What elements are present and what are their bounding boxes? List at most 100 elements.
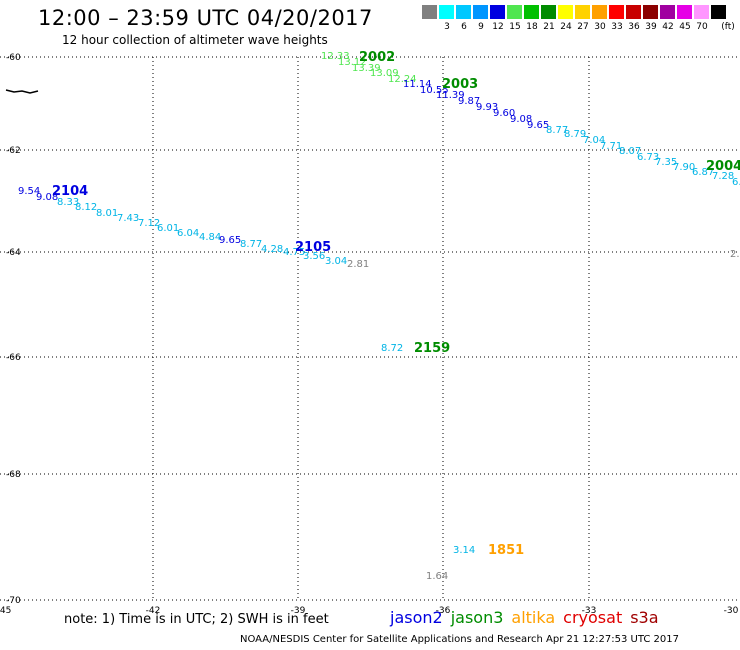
land-outline <box>5 89 39 94</box>
wave-height-value: 2.81 <box>347 259 369 270</box>
wave-height-value: 2. <box>730 249 740 260</box>
wave-height-value: 6.73 <box>637 152 659 163</box>
wave-height-value: 4.84 <box>199 232 221 243</box>
scale-label: 18 <box>526 22 538 32</box>
lat-lon-grid <box>0 56 737 601</box>
wave-height-value: 13.12 <box>338 57 367 68</box>
lat-tick-label: -64 <box>6 248 21 258</box>
wave-height-value: 8.72 <box>381 343 403 354</box>
pass-id-label: 2004 <box>706 159 740 174</box>
scale-swatch <box>473 5 488 19</box>
axis-tick-labels: -45 -42 -39 -36 -33 -30 -60 -62 -64 -66 -68 -70 <box>0 53 739 616</box>
wave-height-value: 9.93 <box>476 102 498 113</box>
lat-tick-label: -68 <box>6 470 21 480</box>
wave-height-value: 9.54 <box>18 186 40 197</box>
scale-swatch <box>558 5 573 19</box>
legend-s3a: s3a <box>630 608 659 627</box>
pass-id-label: 1851 <box>488 543 524 558</box>
scale-swatch <box>490 5 505 19</box>
satellite-tracks: 12.3313.1213.3913.0912.24200211.1410.551… <box>18 50 740 582</box>
wave-height-value: 7.90 <box>673 162 695 173</box>
scale-label: 15 <box>509 22 521 32</box>
scale-swatch <box>524 5 539 19</box>
wave-height-value: 7.12 <box>138 218 160 229</box>
wave-height-value: 7.28 <box>712 171 734 182</box>
footer-note: note: 1) Time is in UTC; 2) SWH is in fe… <box>64 612 329 627</box>
wave-height-value: 9.65 <box>527 120 549 131</box>
track-2159: 8.72 2159 <box>381 341 450 356</box>
scale-swatch <box>575 5 590 19</box>
scale-swatch <box>677 5 692 19</box>
lon-tick-label: -33 <box>582 606 597 616</box>
scale-label: 12 <box>492 22 504 32</box>
legend-jason3: jason3 <box>450 608 504 627</box>
wave-height-value: 3.04 <box>325 256 347 267</box>
scale-swatch <box>660 5 675 19</box>
scale-swatch <box>507 5 522 19</box>
wave-height-value: 8.77 <box>546 125 568 136</box>
lat-tick-label: -70 <box>6 596 21 606</box>
wave-height-value: 8.12 <box>75 202 97 213</box>
legend-cryosat: cryosat <box>563 608 623 627</box>
credit-line: NOAA/NESDIS Center for Satellite Applica… <box>240 634 679 645</box>
scale-swatch <box>643 5 658 19</box>
pass-id-label: 2003 <box>442 77 478 92</box>
satellite-legend: jason2 jason3 altika cryosat s3a <box>390 608 667 627</box>
scale-label: 39 <box>645 22 657 32</box>
scale-label: 9 <box>478 22 484 32</box>
wave-height-value: 12.24 <box>388 74 417 85</box>
wave-height-value: 4.28 <box>261 244 283 255</box>
map-title: 12:00 – 23:59 UTC 04/20/2017 <box>38 6 373 30</box>
wave-height-value: 6.87 <box>692 167 714 178</box>
lat-tick-label: -60 <box>6 53 21 63</box>
wave-height-value: 8.01 <box>96 208 118 219</box>
wave-height-value: 9.60 <box>493 108 515 119</box>
scale-label: 42 <box>662 22 674 32</box>
scale-swatch <box>626 5 641 19</box>
scale-swatch <box>609 5 624 19</box>
track-2004: 8.778.797.047.718.076.737.357.906.877.28… <box>546 125 740 188</box>
wave-height-value: 7.35 <box>655 157 677 168</box>
lon-tick-label: -30 <box>724 606 739 616</box>
legend-jason2: jason2 <box>390 608 443 627</box>
lon-tick-label: -39 <box>291 606 306 616</box>
pass-id-label: 2002 <box>359 50 395 65</box>
scale-swatch <box>711 5 726 19</box>
wave-height-value: 9.65 <box>219 235 241 246</box>
scale-swatch <box>456 5 471 19</box>
track-1851: 3.14 1.64 1851 <box>426 543 524 582</box>
wave-height-value: 3.14 <box>453 545 475 556</box>
scale-swatch <box>439 5 454 19</box>
scale-label: 36 <box>628 22 640 32</box>
scale-label: 45 <box>679 22 691 32</box>
track-2104: 9.549.088.338.128.017.437.126.016.04 4.84… <box>18 184 221 243</box>
wave-height-value: 7.04 <box>583 135 605 146</box>
wave-height-value: 9.87 <box>458 96 480 107</box>
legend-altika: altika <box>511 608 556 627</box>
wave-height-value: 3.56 <box>303 251 325 262</box>
wave-height-value: 8.79 <box>564 129 586 140</box>
map-subtitle: 12 hour collection of altimeter wave hei… <box>62 33 328 47</box>
wave-height-value: 6.04 <box>177 228 199 239</box>
track-2105: 9.658.774.28 4.753.56 3.04 2.81 2105 <box>219 235 369 270</box>
scale-label: 6 <box>461 22 467 32</box>
lat-tick-label: -66 <box>6 353 21 363</box>
wave-height-value: 6.01 <box>157 223 179 234</box>
scale-label: 24 <box>560 22 572 32</box>
wave-height-value: 7.71 <box>600 141 622 152</box>
scale-unit: (ft) <box>721 22 735 32</box>
scale-label: 21 <box>543 22 555 32</box>
lon-tick-label: -42 <box>146 606 161 616</box>
scale-label: 27 <box>577 22 589 32</box>
wave-height-value: 13.09 <box>370 68 399 79</box>
lat-tick-label: -62 <box>6 146 21 156</box>
scale-label: 70 <box>696 22 708 32</box>
wave-height-value: 4.75 <box>283 247 305 258</box>
wave-height-value: 9.08 <box>510 114 532 125</box>
scale-label: 3 <box>444 22 450 32</box>
wave-height-value: 10.55 <box>420 85 449 96</box>
wave-height-value: 8.07 <box>619 146 641 157</box>
